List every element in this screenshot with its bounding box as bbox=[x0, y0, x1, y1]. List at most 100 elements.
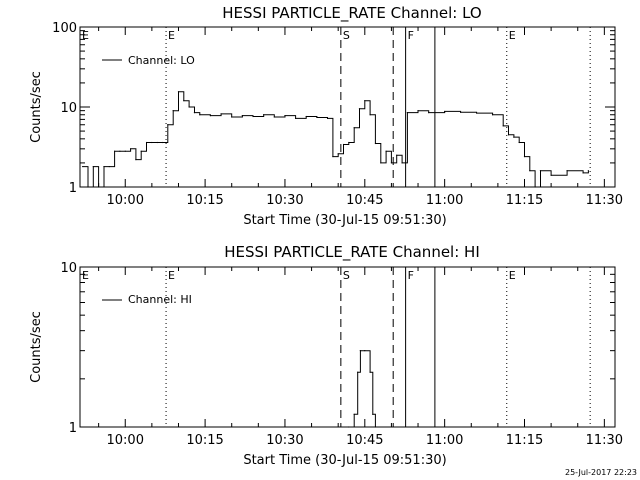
data-point bbox=[188, 106, 190, 108]
data-point bbox=[145, 141, 148, 144]
data-point bbox=[353, 127, 355, 129]
chart-title: HESSI PARTICLE_RATE Channel: LO bbox=[222, 4, 481, 23]
data-point bbox=[87, 186, 89, 188]
data-point bbox=[124, 150, 126, 152]
data-point bbox=[348, 141, 350, 144]
x-tick-label: 10:45 bbox=[346, 193, 383, 208]
data-point bbox=[220, 113, 222, 115]
data-point bbox=[587, 170, 589, 172]
event-marker-label: E bbox=[82, 29, 89, 42]
data-point bbox=[177, 91, 180, 93]
event-marker-label: S bbox=[343, 269, 350, 282]
data-point bbox=[380, 162, 382, 164]
series-line bbox=[82, 91, 589, 188]
data-point bbox=[358, 108, 361, 110]
data-point bbox=[444, 110, 446, 113]
data-point bbox=[566, 170, 568, 172]
y-tick-label: 10 bbox=[60, 101, 77, 116]
data-point bbox=[183, 100, 185, 102]
data-point bbox=[390, 162, 393, 164]
data-point bbox=[539, 170, 542, 172]
plot-frame bbox=[79, 266, 616, 428]
data-point bbox=[369, 371, 371, 373]
data-point bbox=[475, 112, 478, 114]
data-point bbox=[241, 115, 243, 117]
x-tick-label: 11:15 bbox=[506, 433, 543, 448]
event-marker-label: E bbox=[168, 269, 175, 282]
x-axis-label: Start Time (30-Jul-15 09:51:30) bbox=[243, 213, 446, 228]
data-point bbox=[374, 142, 377, 145]
data-point bbox=[263, 114, 265, 116]
timestamp: 25-Jul-2017 22:23 bbox=[565, 468, 637, 477]
data-point bbox=[428, 112, 430, 114]
data-point bbox=[372, 413, 374, 415]
x-tick-label: 11:15 bbox=[506, 193, 543, 208]
data-point bbox=[417, 110, 419, 112]
x-tick-label: 10:30 bbox=[266, 193, 303, 208]
event-marker-label: F bbox=[408, 269, 414, 282]
data-point bbox=[199, 114, 201, 116]
data-point bbox=[316, 116, 318, 119]
y-tick-label: 100 bbox=[52, 21, 77, 36]
data-point bbox=[359, 350, 361, 352]
data-point bbox=[156, 141, 158, 144]
legend-label: Channel: LO bbox=[128, 54, 195, 67]
y-tick-label: 10 bbox=[60, 261, 77, 276]
data-point bbox=[337, 153, 339, 155]
x-tick-label: 10:45 bbox=[346, 433, 383, 448]
data-point bbox=[513, 136, 515, 138]
data-point bbox=[108, 165, 110, 168]
data-point bbox=[135, 159, 137, 161]
chart-title: HESSI PARTICLE_RATE Channel: HI bbox=[224, 243, 480, 262]
data-point bbox=[172, 110, 174, 112]
data-point bbox=[550, 174, 552, 176]
x-tick-label: 11:30 bbox=[586, 193, 623, 208]
series-line bbox=[348, 350, 376, 428]
x-tick-label: 10:30 bbox=[266, 433, 303, 448]
data-point bbox=[305, 115, 307, 118]
event-marker-label: F bbox=[408, 29, 414, 42]
data-point bbox=[502, 125, 504, 127]
data-point bbox=[332, 155, 334, 158]
x-tick-label: 10:00 bbox=[107, 433, 144, 448]
data-point bbox=[129, 148, 132, 150]
plot-frame bbox=[79, 26, 616, 188]
data-point bbox=[209, 115, 212, 117]
data-point bbox=[401, 162, 403, 164]
data-point bbox=[374, 426, 377, 428]
x-axis-label: Start Time (30-Jul-15 09:51:30) bbox=[243, 453, 446, 468]
data-point bbox=[231, 116, 233, 118]
data-point bbox=[342, 143, 345, 146]
event-marker-label: E bbox=[509, 269, 516, 282]
event-marker-label: E bbox=[509, 29, 516, 42]
data-point bbox=[518, 141, 520, 144]
data-point bbox=[273, 116, 275, 118]
y-axis-label: Counts/sec bbox=[29, 71, 44, 143]
data-point bbox=[98, 186, 100, 188]
data-point bbox=[364, 350, 366, 352]
panel-hi: HESSI PARTICLE_RATE Channel: HI Counts/s… bbox=[29, 243, 623, 468]
data-point bbox=[284, 115, 286, 117]
data-point bbox=[193, 112, 196, 114]
data-point bbox=[252, 115, 254, 118]
y-tick-label: 1 bbox=[69, 181, 77, 196]
legend-label: Channel: HI bbox=[128, 293, 192, 306]
data-point bbox=[507, 134, 510, 136]
data-point bbox=[582, 172, 584, 174]
data-point bbox=[326, 117, 329, 120]
x-tick-label: 10:00 bbox=[107, 193, 144, 208]
data-point bbox=[92, 165, 94, 168]
y-axis-label: Counts/sec bbox=[29, 311, 44, 383]
data-point bbox=[369, 114, 371, 116]
x-tick-label: 11:00 bbox=[426, 433, 463, 448]
x-tick-label: 10:15 bbox=[186, 193, 223, 208]
x-tick-label: 11:30 bbox=[586, 433, 623, 448]
data-point bbox=[114, 150, 116, 152]
event-marker-label: E bbox=[168, 29, 175, 42]
data-point bbox=[529, 170, 531, 172]
data-point bbox=[167, 124, 169, 126]
data-point bbox=[364, 100, 366, 102]
event-marker-label: S bbox=[343, 29, 350, 42]
data-point bbox=[82, 165, 84, 168]
